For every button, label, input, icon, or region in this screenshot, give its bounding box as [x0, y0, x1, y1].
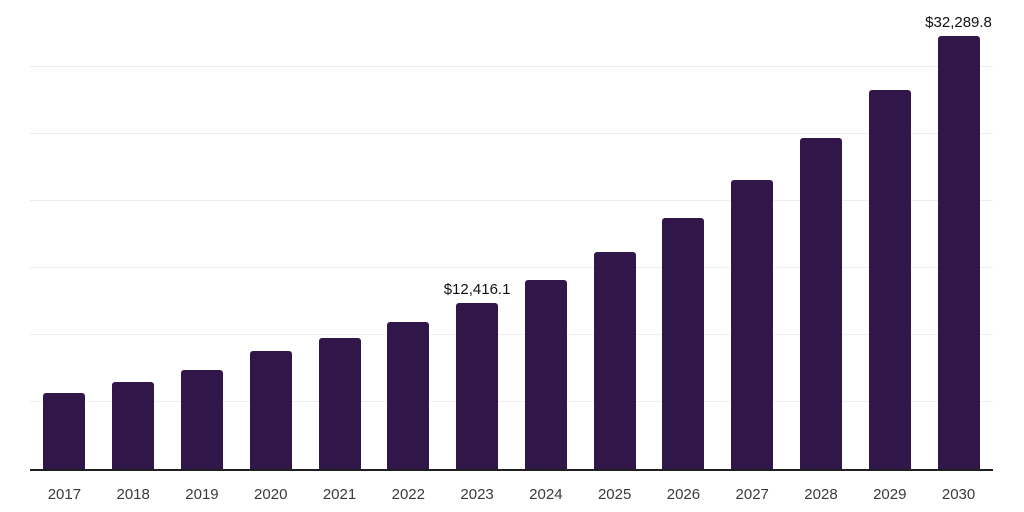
bar-series: $12,416.1 $32,289.8: [30, 0, 993, 469]
bar-2030[interactable]: [937, 36, 980, 469]
x-axis-tick-label: 2018: [116, 486, 150, 503]
x-axis-tick-label: 2023: [460, 486, 494, 503]
gridline: [30, 267, 993, 268]
bar-slot: [305, 0, 374, 469]
bar-2021[interactable]: [318, 337, 361, 469]
x-axis-tick-label: 2026: [666, 486, 701, 503]
x-axis-tick-label: 2022: [391, 486, 425, 503]
bar-2027[interactable]: [731, 179, 774, 469]
x-axis-tick-label: 2019: [185, 486, 219, 503]
bar-slot: $12,416.1: [443, 0, 512, 469]
x-axis-tick-label: 2028: [804, 486, 838, 503]
bar-slot: [649, 0, 718, 469]
bar-2026[interactable]: [662, 218, 705, 469]
bar-slot: [374, 0, 443, 469]
x-axis-tick-label: 2027: [735, 486, 769, 503]
gridline: [30, 401, 993, 402]
gridline: [30, 133, 993, 134]
bar-slot: [99, 0, 168, 469]
bar-2018[interactable]: [112, 381, 155, 469]
bar-slot: [718, 0, 787, 469]
x-axis-tick-label: 2020: [254, 486, 288, 503]
bar-2022[interactable]: [387, 321, 430, 469]
bar-value-label: $32,289.8: [925, 14, 992, 32]
gridline: [30, 334, 993, 335]
bar-2017[interactable]: [43, 392, 86, 469]
bar-2019[interactable]: [180, 369, 223, 469]
x-axis-tick-label: 2021: [322, 486, 357, 503]
gridline: [30, 200, 993, 201]
bar-slot: [580, 0, 649, 469]
x-axis-tick-labels: 2017 2018 2019 2020 2021 2022 2023 2024 …: [30, 473, 993, 512]
bar-value-label: $12,416.1: [443, 280, 511, 298]
gridlines: [30, 0, 993, 469]
x-axis-tick-label: 2024: [529, 486, 563, 503]
x-axis-tick-label: 2017: [47, 486, 82, 503]
gridline: [30, 66, 993, 67]
bar-slot: [30, 0, 99, 469]
x-axis-tick-label: 2025: [597, 486, 632, 503]
bar-slot: [511, 0, 580, 469]
bar-slot: [855, 0, 924, 469]
bar-slot: $32,289.8: [924, 0, 993, 469]
bar-2023[interactable]: [456, 302, 499, 469]
plot-area: $12,416.1 $32,289.8: [30, 0, 993, 471]
bar-slot: [168, 0, 237, 469]
bar-2020[interactable]: [249, 351, 292, 469]
x-axis-tick-label: 2030: [941, 486, 976, 503]
bar-slot: [787, 0, 856, 469]
bar-2024[interactable]: [524, 280, 567, 469]
x-axis-tick-label: 2029: [873, 486, 907, 503]
bar-2028[interactable]: [799, 138, 842, 469]
bar-slot: [236, 0, 305, 469]
bar-2029[interactable]: [868, 89, 911, 469]
bar-2025[interactable]: [593, 251, 636, 469]
